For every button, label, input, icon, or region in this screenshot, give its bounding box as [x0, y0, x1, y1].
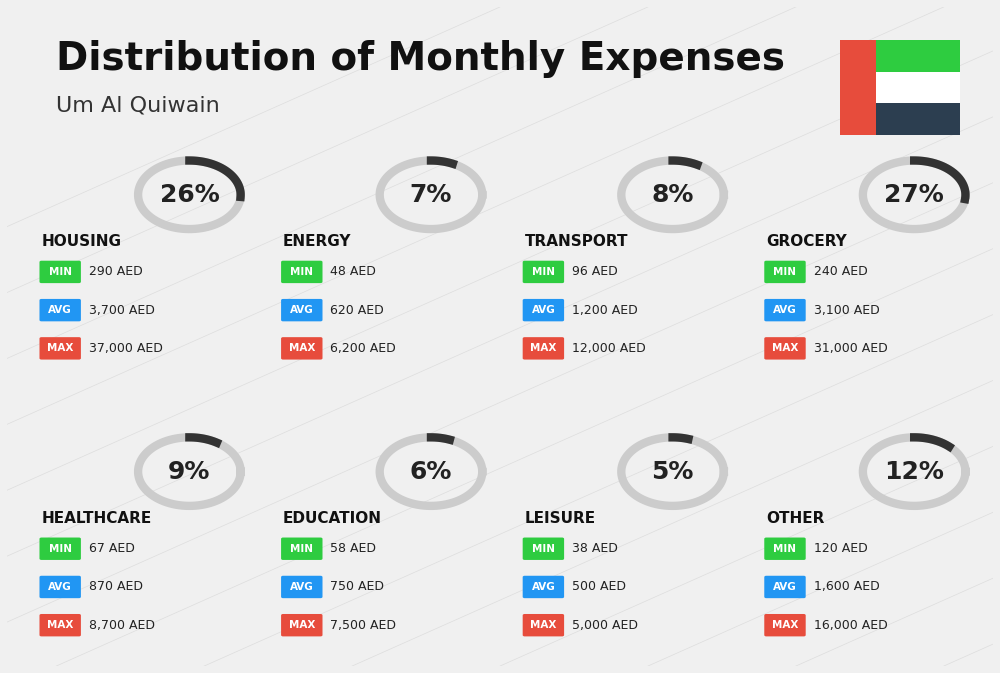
Text: LEISURE: LEISURE — [525, 511, 596, 526]
FancyBboxPatch shape — [281, 576, 322, 598]
Text: 3,700 AED: 3,700 AED — [89, 304, 155, 316]
FancyBboxPatch shape — [39, 299, 81, 321]
Text: AVG: AVG — [532, 305, 555, 315]
FancyBboxPatch shape — [764, 614, 806, 637]
Text: 31,000 AED: 31,000 AED — [814, 342, 887, 355]
Text: 26%: 26% — [160, 183, 219, 207]
FancyBboxPatch shape — [281, 614, 322, 637]
Text: 7%: 7% — [410, 183, 452, 207]
Text: MIN: MIN — [290, 544, 313, 554]
Text: 12,000 AED: 12,000 AED — [572, 342, 646, 355]
Text: ENERGY: ENERGY — [283, 234, 352, 249]
FancyBboxPatch shape — [876, 72, 960, 103]
Text: GROCERY: GROCERY — [766, 234, 847, 249]
FancyBboxPatch shape — [764, 299, 806, 321]
Text: 120 AED: 120 AED — [814, 542, 867, 555]
Text: MIN: MIN — [532, 544, 555, 554]
Text: OTHER: OTHER — [766, 511, 825, 526]
Text: 290 AED: 290 AED — [89, 265, 143, 279]
FancyBboxPatch shape — [39, 614, 81, 637]
FancyBboxPatch shape — [39, 576, 81, 598]
FancyBboxPatch shape — [876, 40, 960, 72]
FancyBboxPatch shape — [39, 337, 81, 359]
Text: 240 AED: 240 AED — [814, 265, 867, 279]
Text: MAX: MAX — [772, 343, 798, 353]
FancyBboxPatch shape — [523, 614, 564, 637]
FancyBboxPatch shape — [764, 260, 806, 283]
FancyBboxPatch shape — [523, 337, 564, 359]
Text: 1,600 AED: 1,600 AED — [814, 580, 879, 594]
FancyBboxPatch shape — [523, 576, 564, 598]
Text: 38 AED: 38 AED — [572, 542, 618, 555]
Text: 6%: 6% — [410, 460, 452, 484]
Text: 9%: 9% — [168, 460, 211, 484]
FancyBboxPatch shape — [764, 337, 806, 359]
FancyBboxPatch shape — [281, 299, 322, 321]
FancyBboxPatch shape — [523, 538, 564, 560]
Text: MAX: MAX — [530, 343, 557, 353]
Text: 8,700 AED: 8,700 AED — [89, 618, 155, 632]
Text: MIN: MIN — [773, 267, 796, 277]
Text: 1,200 AED: 1,200 AED — [572, 304, 638, 316]
Text: EDUCATION: EDUCATION — [283, 511, 382, 526]
FancyBboxPatch shape — [39, 538, 81, 560]
Text: HEALTHCARE: HEALTHCARE — [41, 511, 152, 526]
FancyBboxPatch shape — [281, 538, 322, 560]
Text: Um Al Quiwain: Um Al Quiwain — [56, 96, 220, 116]
Text: 58 AED: 58 AED — [330, 542, 376, 555]
FancyBboxPatch shape — [764, 576, 806, 598]
Text: 5%: 5% — [651, 460, 694, 484]
Text: AVG: AVG — [532, 582, 555, 592]
Text: 67 AED: 67 AED — [89, 542, 135, 555]
FancyBboxPatch shape — [281, 337, 322, 359]
Text: 16,000 AED: 16,000 AED — [814, 618, 887, 632]
Text: 500 AED: 500 AED — [572, 580, 626, 594]
FancyBboxPatch shape — [281, 260, 322, 283]
Text: MAX: MAX — [289, 621, 315, 630]
Text: AVG: AVG — [290, 305, 314, 315]
Text: 5,000 AED: 5,000 AED — [572, 618, 638, 632]
Text: MAX: MAX — [47, 621, 73, 630]
FancyBboxPatch shape — [876, 103, 960, 135]
Text: 3,100 AED: 3,100 AED — [814, 304, 879, 316]
FancyBboxPatch shape — [764, 538, 806, 560]
Text: AVG: AVG — [290, 582, 314, 592]
Text: 8%: 8% — [651, 183, 694, 207]
FancyBboxPatch shape — [523, 260, 564, 283]
Text: MIN: MIN — [49, 267, 72, 277]
Text: TRANSPORT: TRANSPORT — [525, 234, 628, 249]
Text: AVG: AVG — [773, 305, 797, 315]
Text: 870 AED: 870 AED — [89, 580, 143, 594]
Text: 6,200 AED: 6,200 AED — [330, 342, 396, 355]
Text: 37,000 AED: 37,000 AED — [89, 342, 163, 355]
Text: MAX: MAX — [772, 621, 798, 630]
Text: MIN: MIN — [290, 267, 313, 277]
Text: MIN: MIN — [49, 544, 72, 554]
Text: 620 AED: 620 AED — [330, 304, 384, 316]
Text: MIN: MIN — [532, 267, 555, 277]
FancyBboxPatch shape — [523, 299, 564, 321]
Text: MAX: MAX — [530, 621, 557, 630]
Text: 12%: 12% — [884, 460, 944, 484]
Text: 750 AED: 750 AED — [330, 580, 384, 594]
FancyBboxPatch shape — [39, 260, 81, 283]
Text: 96 AED: 96 AED — [572, 265, 618, 279]
Text: 48 AED: 48 AED — [330, 265, 376, 279]
Text: MAX: MAX — [47, 343, 73, 353]
Text: MAX: MAX — [289, 343, 315, 353]
Text: 27%: 27% — [884, 183, 944, 207]
Text: AVG: AVG — [773, 582, 797, 592]
Text: AVG: AVG — [48, 305, 72, 315]
Text: Distribution of Monthly Expenses: Distribution of Monthly Expenses — [56, 40, 785, 78]
Text: MIN: MIN — [773, 544, 796, 554]
Text: AVG: AVG — [48, 582, 72, 592]
Text: 7,500 AED: 7,500 AED — [330, 618, 396, 632]
Text: HOUSING: HOUSING — [41, 234, 121, 249]
FancyBboxPatch shape — [840, 40, 876, 135]
